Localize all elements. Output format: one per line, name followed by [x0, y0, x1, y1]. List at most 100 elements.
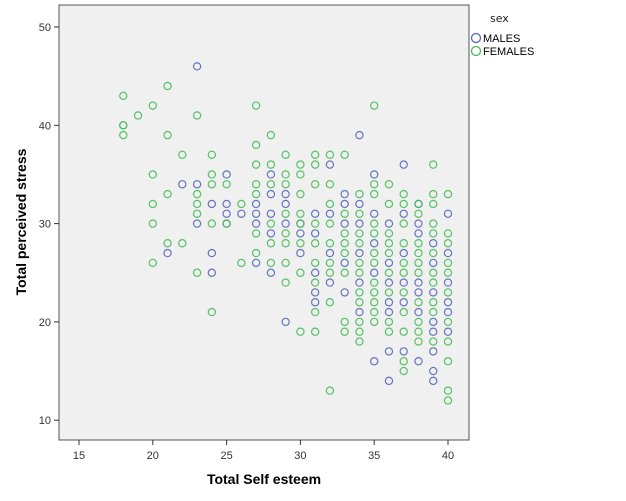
- females-point: [355, 189, 364, 199]
- males-point: [355, 199, 364, 209]
- females-point: [192, 199, 202, 209]
- females-point: [384, 317, 394, 327]
- x-tick-label: 40: [442, 450, 454, 462]
- males-point: [192, 62, 202, 71]
- x-tick-label: 15: [73, 450, 85, 462]
- females-point: [399, 219, 408, 228]
- females-point: [133, 111, 143, 120]
- males-point: [355, 219, 364, 228]
- y-tick-label: 30: [39, 219, 51, 231]
- males-point: [384, 219, 394, 228]
- y-axis: 10 20 30 40 50: [39, 22, 59, 427]
- females-point: [370, 229, 379, 238]
- females-point: [296, 239, 305, 248]
- females-point: [414, 268, 423, 277]
- females-point: [325, 386, 335, 395]
- females-point: [443, 288, 453, 297]
- males-point: [355, 307, 364, 317]
- males-point: [340, 219, 349, 228]
- females-point: [370, 248, 379, 258]
- females-point: [296, 219, 305, 228]
- females-point: [296, 209, 305, 218]
- females-point: [399, 258, 408, 268]
- y-axis-title: Total perceived stress: [13, 148, 29, 295]
- females-point: [119, 130, 128, 140]
- males-point: [325, 248, 335, 258]
- males-point: [370, 209, 379, 218]
- y-tick-label: 20: [39, 317, 51, 329]
- females-point: [281, 229, 290, 238]
- males-point: [399, 248, 408, 258]
- females-point: [296, 268, 305, 277]
- females-point: [370, 189, 379, 199]
- females-point: [192, 111, 202, 120]
- females-point: [119, 91, 128, 101]
- males-point: [414, 219, 423, 228]
- y-tick-label: 50: [39, 22, 51, 34]
- females-point: [429, 229, 438, 238]
- females-point: [355, 268, 364, 277]
- x-tick-label: 30: [294, 450, 306, 462]
- females-point: [355, 288, 364, 297]
- females-point: [266, 180, 276, 189]
- males-point: [192, 180, 202, 189]
- males-point: [222, 170, 231, 179]
- females-point: [429, 199, 438, 209]
- females-point: [325, 180, 335, 189]
- females-point: [163, 81, 172, 91]
- females-point: [340, 239, 349, 248]
- females-point: [325, 219, 335, 228]
- males-point: [296, 229, 305, 238]
- females-point: [429, 278, 438, 287]
- males-point: [266, 170, 276, 179]
- x-tick-label: 35: [368, 450, 380, 462]
- females-point: [310, 239, 320, 248]
- females-point: [370, 219, 379, 228]
- males-point: [414, 229, 423, 238]
- males-point: [414, 288, 423, 297]
- males-point: [310, 268, 320, 277]
- females-point: [296, 170, 305, 179]
- females-point: [370, 278, 379, 287]
- males-point: [443, 248, 453, 258]
- males-point: [429, 327, 438, 336]
- females-point: [310, 180, 320, 189]
- females-point: [325, 199, 335, 209]
- males-point: [429, 258, 438, 268]
- males-point: [222, 199, 231, 209]
- males-point: [266, 189, 276, 199]
- females-point: [370, 317, 379, 327]
- females-point: [163, 239, 172, 248]
- males-point: [384, 278, 394, 287]
- females-point: [281, 209, 290, 218]
- females-point: [414, 209, 423, 218]
- legend: sex MALES FEMALES: [470, 12, 534, 58]
- males-point: [266, 209, 276, 218]
- x-axis-title: Total Self esteem: [207, 471, 321, 487]
- females-point: [266, 160, 276, 169]
- x-axis: 15 20 25 30 35 40: [73, 440, 454, 462]
- females-point: [148, 199, 157, 209]
- males-point: [443, 209, 453, 218]
- females-point: [340, 268, 349, 277]
- females-point: [355, 337, 364, 346]
- females-point: [399, 189, 408, 199]
- males-point: [370, 268, 379, 277]
- females-point: [251, 248, 261, 258]
- females-point: [119, 121, 128, 130]
- females-point: [443, 357, 453, 366]
- females-point: [414, 239, 423, 248]
- females-point: [207, 219, 217, 228]
- females-point: [370, 288, 379, 297]
- females-point: [443, 396, 453, 405]
- males-point: [237, 209, 246, 218]
- females-point: [222, 180, 231, 189]
- females-point: [296, 160, 305, 169]
- males-point: [251, 258, 261, 268]
- males-point: [163, 248, 172, 258]
- females-point: [325, 150, 335, 159]
- females-point: [148, 101, 157, 110]
- males-point: [414, 357, 423, 366]
- males-point: [429, 366, 438, 376]
